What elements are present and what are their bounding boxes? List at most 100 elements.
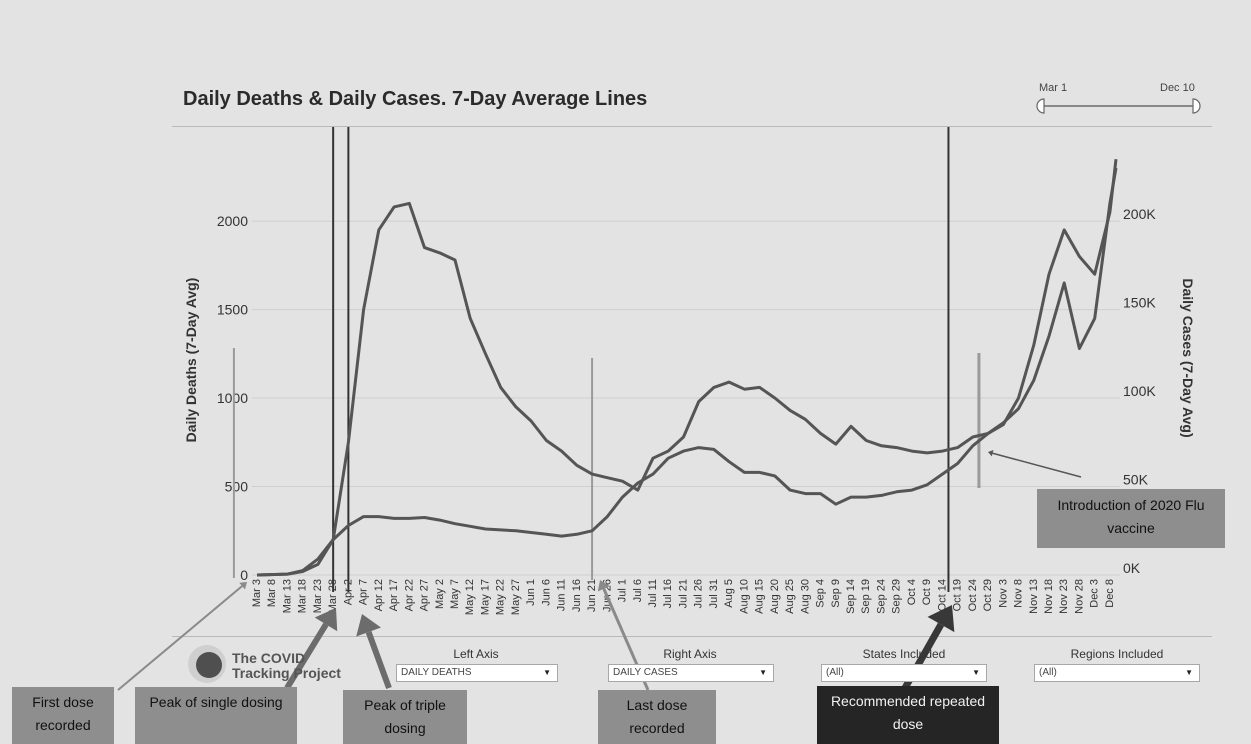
x-tick-label: Apr 12 — [373, 579, 385, 611]
x-tick-label: Aug 20 — [769, 579, 781, 614]
x-tick-label: Aug 10 — [738, 579, 750, 614]
x-tick-label: Jun 6 — [540, 579, 552, 606]
annotation-peak-single: Peak of single dosing — [135, 687, 297, 744]
x-tick-label: Apr 2 — [342, 579, 354, 605]
title-divider — [172, 126, 1212, 127]
arrow-peak-single-head — [314, 608, 338, 632]
x-tick-label: Jul 26 — [693, 579, 705, 608]
x-tick-label: Mar 18 — [297, 579, 309, 613]
y2-tick-label: 0K — [1123, 560, 1141, 576]
x-tick-label: Nov 18 — [1043, 579, 1055, 614]
x-tick-label: Jul 16 — [662, 579, 674, 608]
x-tick-label: Aug 25 — [784, 579, 796, 614]
x-tick-label: Oct 19 — [952, 579, 964, 611]
x-tick-label: May 12 — [464, 579, 476, 615]
arrow-first-dose-head — [239, 582, 247, 590]
right-axis-value: DAILY CASES — [613, 667, 678, 678]
x-tick-label: Sep 29 — [891, 579, 903, 614]
date-range-slider[interactable] — [1036, 98, 1201, 114]
controls-divider — [172, 636, 1212, 637]
left-axis-value: DAILY DEATHS — [401, 667, 472, 678]
annotation-flu-vaccine: Introduction of 2020 Flu vaccine — [1037, 489, 1225, 548]
x-tick-label: Oct 29 — [982, 579, 994, 611]
x-tick-label: Aug 5 — [723, 579, 735, 608]
x-tick-label: Oct 14 — [936, 579, 948, 611]
arrow-peak-single — [284, 622, 329, 690]
left-axis-label: Left Axis — [453, 647, 499, 661]
x-tick-label: Nov 3 — [997, 579, 1009, 608]
regions-included-value: (All) — [1039, 667, 1057, 678]
x-tick-label: Apr 17 — [388, 579, 400, 611]
x-tick-label: Jun 16 — [571, 579, 583, 612]
x-tick-label: May 2 — [434, 579, 446, 609]
annotation-first-dose: First dose recorded — [12, 687, 114, 744]
annotation-peak-triple: Peak of triple dosing — [343, 690, 467, 744]
x-tick-label: Mar 28 — [327, 579, 339, 613]
x-tick-label: Jun 21 — [586, 579, 598, 612]
y2-tick-label: 150K — [1123, 295, 1156, 311]
x-tick-label: Mar 23 — [312, 579, 324, 613]
x-tick-label: Dec 3 — [1089, 579, 1101, 608]
slider-start-handle[interactable] — [1036, 98, 1045, 114]
x-tick-label: Sep 19 — [860, 579, 872, 614]
logo-line-1: The COVID — [232, 650, 306, 666]
logo-line-2: Tracking Project — [232, 665, 341, 681]
annotation-last-dose: Last dose recorded — [598, 690, 716, 744]
arrow-flu-vaccine-head — [988, 450, 994, 457]
x-tick-label: Jul 21 — [677, 579, 689, 608]
y2-tick-label: 200K — [1123, 206, 1156, 222]
arrow-peak-triple-head — [356, 614, 381, 637]
right-axis-select[interactable]: DAILY CASES ▼ — [608, 664, 774, 682]
x-tick-label: Jul 11 — [647, 579, 659, 608]
x-tick-label: Mar 3 — [251, 579, 263, 607]
states-included-select[interactable]: (All) ▼ — [821, 664, 987, 682]
x-tick-label: Oct 4 — [906, 579, 918, 605]
arrow-last-dose-head — [597, 580, 610, 592]
y2-tick-label: 50K — [1123, 472, 1149, 488]
x-tick-label: Nov 13 — [1028, 579, 1040, 614]
x-tick-label: May 17 — [479, 579, 491, 615]
x-tick-label: Sep 4 — [815, 579, 827, 608]
regions-included-select[interactable]: (All) ▼ — [1034, 664, 1200, 682]
logo: The COVID Tracking Project — [232, 651, 341, 681]
arrow-recommended-head — [927, 605, 955, 633]
y2-tick-label: 100K — [1123, 383, 1156, 399]
chevron-down-icon: ▼ — [759, 668, 767, 677]
x-tick-label: Apr 22 — [403, 579, 415, 611]
x-tick-label: Nov 28 — [1073, 579, 1085, 614]
right-axis-label: Right Axis — [663, 647, 717, 661]
left-axis-select[interactable]: DAILY DEATHS ▼ — [396, 664, 558, 682]
slider-end-label: Dec 10 — [1160, 82, 1195, 94]
chevron-down-icon: ▼ — [972, 668, 980, 677]
y-tick-label: 500 — [225, 479, 249, 495]
x-tick-label: Mar 13 — [281, 579, 293, 613]
y-tick-label: 1500 — [217, 302, 248, 318]
x-tick-label: Jul 31 — [708, 579, 720, 608]
arrow-flu-vaccine — [992, 452, 1082, 478]
slider-end-handle[interactable] — [1192, 98, 1201, 114]
states-included-value: (All) — [826, 667, 844, 678]
arrow-peak-triple — [365, 631, 392, 690]
x-tick-label: May 27 — [510, 579, 522, 615]
x-tick-label: May 7 — [449, 579, 461, 609]
arrow-first-dose — [117, 585, 243, 691]
x-tick-label: Jul 6 — [632, 579, 644, 602]
x-tick-label: Sep 24 — [875, 579, 887, 614]
annotation-recommended-repeated: Recommended repeated dose — [817, 686, 999, 744]
chevron-down-icon: ▼ — [1185, 668, 1193, 677]
x-tick-label: Mar 8 — [266, 579, 278, 607]
chevron-down-icon: ▼ — [543, 668, 551, 677]
y-tick-label: 2000 — [217, 213, 248, 229]
x-tick-label: Sep 9 — [830, 579, 842, 608]
regions-included-label: Regions Included — [1070, 647, 1164, 661]
logo-icon-center — [196, 652, 222, 678]
y-tick-label: 0 — [240, 567, 248, 583]
deaths-line — [256, 159, 1118, 577]
x-tick-label: Sep 14 — [845, 579, 857, 614]
y-axis-label: Daily Deaths (7-Day Avg) — [183, 278, 199, 443]
x-tick-label: Apr 7 — [358, 579, 370, 605]
x-tick-label: Jun 11 — [556, 579, 568, 611]
slider-start-label: Mar 1 — [1039, 82, 1068, 94]
y2-axis-label: Daily Cases (7-Day Avg) — [1180, 278, 1196, 437]
